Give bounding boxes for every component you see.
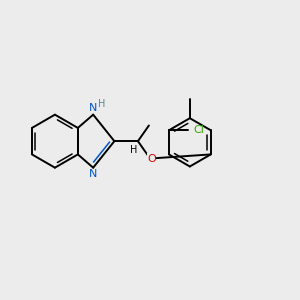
Text: H: H: [98, 99, 105, 110]
Text: N: N: [89, 169, 98, 179]
Text: O: O: [147, 154, 156, 164]
Text: N: N: [89, 103, 98, 113]
Text: Cl: Cl: [194, 125, 204, 135]
Text: H: H: [130, 145, 137, 155]
